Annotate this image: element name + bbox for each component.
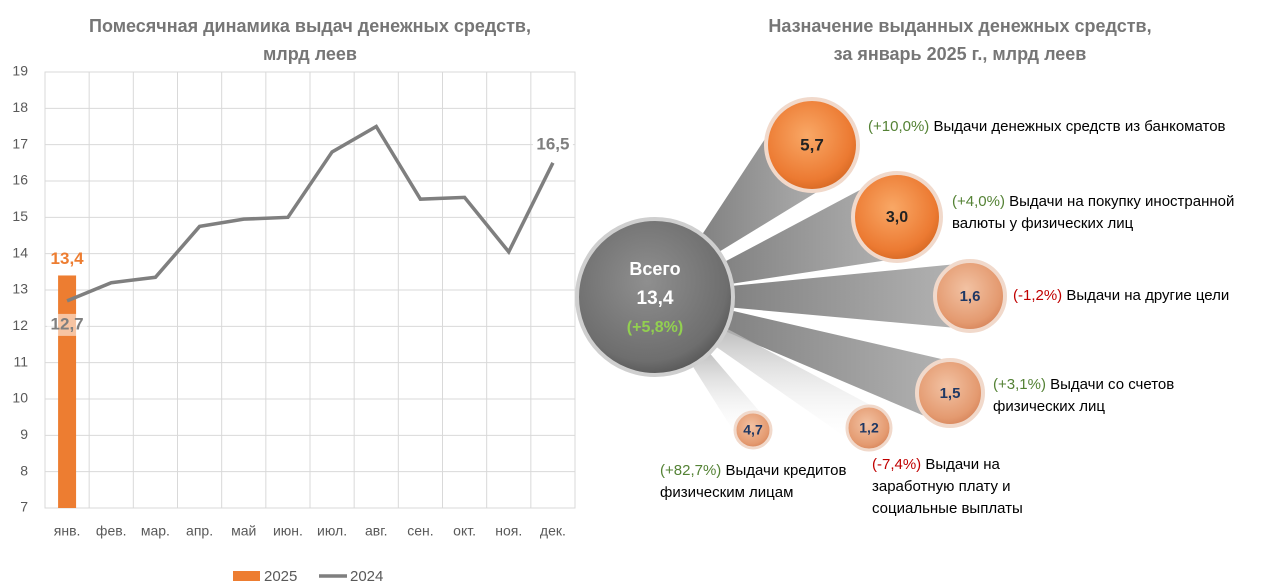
y-tick-label: 13	[12, 281, 28, 297]
bar	[58, 275, 77, 508]
x-tick-label: июн.	[273, 523, 303, 539]
connector	[716, 308, 960, 423]
x-tick-label: мар.	[141, 523, 170, 539]
connector	[722, 262, 971, 330]
bubble	[915, 358, 985, 428]
line	[66, 124, 555, 303]
diagram-title: за январь 2025 г., млрд леев	[834, 44, 1087, 64]
x-tick-label: авг.	[365, 523, 388, 539]
y-tick-label: 16	[12, 172, 28, 188]
bubble-label: (+82,7%) Выдачи кредитов физическим лица…	[660, 460, 850, 504]
change: (+10,0%)	[868, 118, 930, 135]
x-tick-label: фев.	[96, 523, 127, 539]
bubble-value: 1,5	[940, 385, 961, 402]
bubble	[933, 259, 1007, 333]
x-tick-label: июл.	[317, 523, 347, 539]
change: (-1,2%)	[1013, 287, 1063, 304]
bubble-value: 3,0	[886, 209, 908, 226]
bubble-label: (-7,4%) Выдачи на заработную плату и соц…	[872, 454, 1062, 520]
data-label: 16,5	[536, 134, 569, 153]
x-tick-label: окт.	[453, 523, 476, 539]
bubble-value: 1,6	[960, 288, 981, 305]
change: (+3,1%)	[993, 376, 1046, 393]
change: (+82,7%)	[660, 462, 722, 479]
label: Выдачи денежных средств из банкоматов	[933, 118, 1226, 135]
bubble-label: (+10,0%) Выдачи денежных средств из банк…	[868, 116, 1268, 138]
x-tick-label: янв.	[54, 523, 81, 539]
diagram-title: Назначение выданных денежных средств,	[768, 16, 1151, 36]
legend-label: 2025	[264, 568, 297, 585]
legend-swatch	[233, 571, 260, 581]
total-label: Всего	[629, 259, 680, 279]
y-tick-label: 7	[20, 499, 28, 515]
bubble-value: 1,2	[859, 420, 879, 436]
data-label: 13,4	[51, 249, 85, 268]
total-change: (+5,8%)	[627, 319, 683, 336]
x-tick-label: май	[231, 523, 256, 539]
total-bubble	[575, 217, 735, 377]
y-tick-label: 11	[13, 353, 28, 369]
x-tick-label: сен.	[407, 523, 433, 539]
label-bg	[532, 133, 573, 156]
label-bg	[47, 313, 88, 336]
x-tick-label: апр.	[186, 523, 213, 539]
y-tick-label: 12	[12, 317, 28, 333]
connector	[707, 323, 880, 446]
total-value: 13,4	[637, 288, 674, 309]
bubble	[733, 410, 773, 450]
y-tick-label: 15	[12, 208, 28, 224]
chart-title: млрд леев	[263, 44, 357, 64]
label: Выдачи со счетов физических лиц	[993, 376, 1175, 415]
change: (+4,0%)	[952, 193, 1005, 210]
label: Выдачи на другие цели	[1066, 287, 1230, 304]
y-tick-label: 9	[20, 426, 28, 442]
bubble	[845, 404, 893, 452]
bubble-value: 5,7	[800, 135, 824, 154]
bubble-label: (+4,0%) Выдачи на покупку иностранной ва…	[952, 191, 1268, 235]
bubble-label: (+3,1%) Выдачи со счетов физических лиц	[993, 374, 1228, 418]
y-tick-label: 18	[12, 99, 28, 115]
data-label: 12,7	[51, 314, 84, 333]
chart-title: Помесячная динамика выдач денежных средс…	[89, 16, 531, 36]
label: Выдачи на покупку иностранной валюты у ф…	[952, 193, 1235, 232]
bubble	[764, 97, 860, 193]
y-tick-label: 19	[12, 63, 28, 79]
change: (-7,4%)	[872, 456, 922, 473]
x-tick-label: дек.	[540, 523, 566, 539]
y-tick-label: 14	[12, 244, 28, 260]
x-tick-label: ноя.	[495, 523, 522, 539]
y-tick-label: 17	[12, 135, 28, 151]
legend-label: 2024	[350, 568, 383, 585]
bubble	[851, 171, 943, 263]
label: Выдачи на заработную плату и социальные …	[872, 456, 1023, 517]
bubble-value: 4,7	[743, 422, 763, 438]
bubble-label: (-1,2%) Выдачи на другие цели	[1013, 285, 1263, 307]
y-tick-label: 8	[20, 462, 28, 478]
y-tick-label: 10	[12, 390, 28, 406]
label: Выдачи кредитов физическим лицам	[660, 462, 847, 501]
